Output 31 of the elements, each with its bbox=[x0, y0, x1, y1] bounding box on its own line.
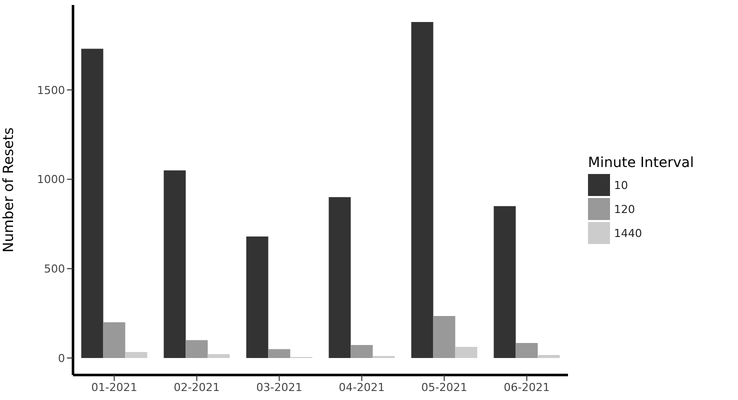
bar bbox=[328, 197, 351, 358]
bar bbox=[494, 206, 516, 358]
legend-label: 1440 bbox=[614, 226, 642, 240]
y-tick-label: 500 bbox=[44, 262, 65, 276]
x-tick-label: 02-2021 bbox=[174, 380, 220, 394]
bar bbox=[164, 170, 186, 358]
x-tick-label: 03-2021 bbox=[256, 380, 302, 394]
y-axis-title: Number of Resets bbox=[0, 127, 17, 253]
bar bbox=[516, 343, 538, 358]
bar bbox=[103, 322, 126, 358]
y-tick-label: 1000 bbox=[37, 173, 65, 186]
y-tick-label: 0 bbox=[58, 352, 65, 365]
bar bbox=[411, 22, 434, 358]
legend-title: Minute Interval bbox=[588, 155, 695, 171]
bar bbox=[186, 340, 208, 358]
x-tick-label: 05-2021 bbox=[421, 380, 468, 394]
x-tick-label: 01-2021 bbox=[91, 380, 138, 394]
bar bbox=[433, 316, 456, 358]
legend-label: 10 bbox=[614, 178, 628, 192]
bar bbox=[538, 354, 560, 358]
bar bbox=[81, 48, 104, 358]
x-tick-label: 06-2021 bbox=[504, 380, 550, 394]
bar bbox=[268, 349, 290, 358]
bar bbox=[125, 352, 148, 358]
bar bbox=[246, 236, 268, 358]
bar bbox=[455, 346, 478, 358]
bar bbox=[350, 344, 373, 358]
x-tick-label: 04-2021 bbox=[338, 380, 385, 394]
bar bbox=[208, 354, 230, 358]
legend-label: 120 bbox=[614, 202, 635, 216]
y-tick-label: 1500 bbox=[37, 84, 65, 97]
